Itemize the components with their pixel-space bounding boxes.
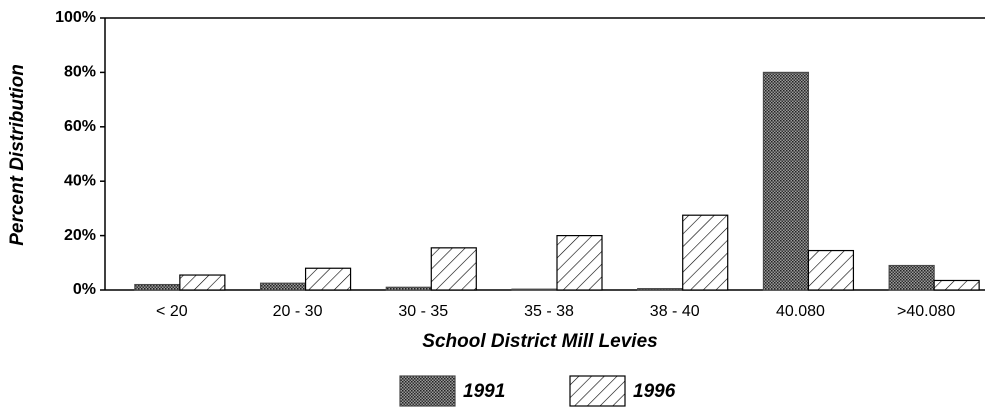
bar: [511, 288, 558, 291]
bar: [888, 264, 935, 291]
y-tick-label: 60%: [64, 118, 96, 135]
x-tick-label: 20 - 30: [273, 303, 323, 320]
x-tick-label: < 20: [156, 303, 188, 320]
y-axis-title: Percent Distribution: [7, 64, 28, 246]
x-axis-title: School District Mill Levies: [422, 331, 657, 352]
y-tick-label: 20%: [64, 227, 96, 244]
bar: [179, 274, 226, 291]
bar: [259, 282, 307, 291]
bar: [134, 283, 181, 291]
bar: [385, 286, 432, 291]
bar: [556, 235, 603, 291]
bar: [682, 214, 729, 291]
x-tick-label: >40.080: [897, 303, 955, 320]
y-tick-label: 40%: [64, 172, 96, 189]
y-tick-label: 100%: [55, 9, 96, 26]
legend-label: 1991: [463, 381, 505, 402]
bar: [304, 267, 352, 291]
bar: [807, 249, 855, 291]
legend-swatch: [399, 375, 456, 407]
x-tick-label: 30 - 35: [398, 303, 448, 320]
x-tick-label: 40.080: [776, 303, 825, 320]
x-tick-label: 35 - 38: [524, 303, 574, 320]
y-tick-label: 80%: [64, 64, 96, 81]
x-tick-label: 38 - 40: [650, 303, 700, 320]
legend-label: 1996: [633, 381, 676, 402]
legend-swatch: [569, 375, 626, 407]
y-tick-label: 0%: [73, 281, 96, 298]
bar: [637, 288, 684, 291]
bar: [762, 71, 810, 291]
bar: [933, 279, 980, 291]
bar: [430, 247, 477, 291]
